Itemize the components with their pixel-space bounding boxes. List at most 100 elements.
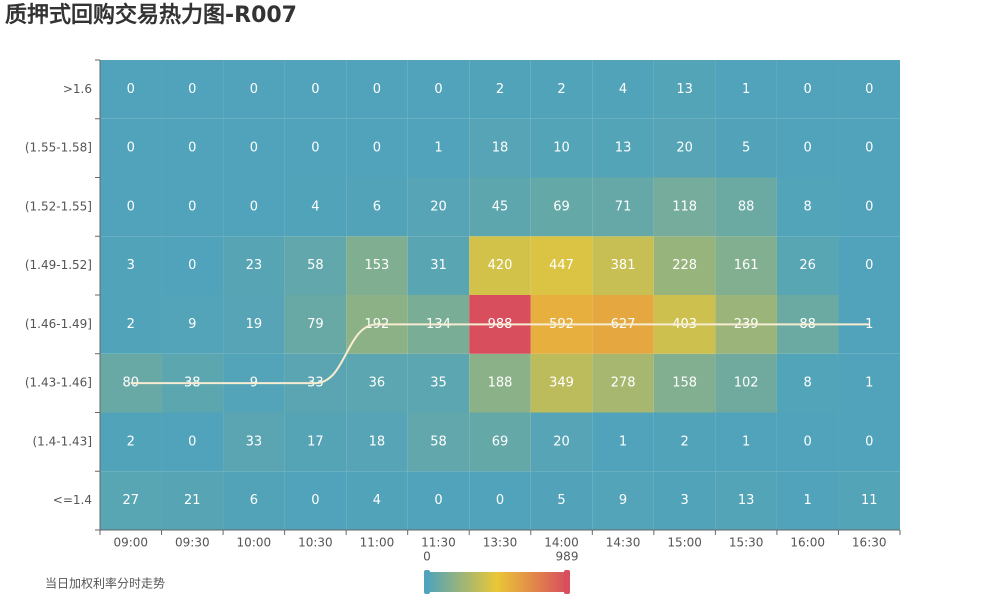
cell-label: 0	[188, 434, 196, 449]
y-tick-label: <=1.4	[53, 493, 92, 507]
heat-cell	[592, 353, 654, 413]
heat-cell	[100, 177, 162, 237]
x-tick-label: 10:30	[298, 536, 333, 550]
heat-cell	[592, 471, 654, 530]
heat-cell	[653, 236, 716, 295]
y-tick-label: (1.55-1.58]	[25, 141, 92, 155]
heat-cell	[592, 118, 654, 178]
heat-cell	[530, 118, 593, 178]
cell-label: 13	[676, 82, 693, 97]
cell-label: 79	[307, 317, 324, 332]
cell-label: 27	[122, 493, 139, 508]
cell-label: 31	[430, 258, 447, 273]
cell-label: 36	[369, 376, 386, 391]
cell-label: 0	[250, 199, 258, 214]
heat-cell	[530, 236, 593, 295]
y-tick-label: (1.43-1.46]	[25, 376, 92, 390]
visual-map-handle	[564, 570, 570, 594]
cell-label: 58	[430, 434, 447, 449]
cell-label: 278	[611, 376, 636, 391]
heat-cell	[284, 177, 347, 237]
heat-cell	[776, 412, 839, 472]
cell-label: 153	[365, 258, 390, 273]
heat-cell	[838, 353, 900, 413]
cell-label: 1	[742, 82, 750, 97]
x-tick-label: 16:00	[790, 536, 825, 550]
cell-label: 2	[557, 82, 565, 97]
cell-label: 4	[373, 493, 381, 508]
heat-cell	[407, 471, 470, 530]
visual-map-handle	[424, 570, 430, 594]
cell-label: 0	[250, 82, 258, 97]
heat-cell	[530, 177, 593, 237]
cell-label: 447	[549, 258, 574, 273]
cell-label: 118	[672, 199, 697, 214]
heat-cell	[346, 471, 408, 530]
heat-cell	[776, 353, 839, 413]
cell-label: 228	[672, 258, 697, 273]
heat-cell	[223, 295, 285, 354]
cell-label: 35	[430, 376, 447, 391]
y-tick-label: (1.46-1.49]	[25, 317, 92, 331]
cell-label: 20	[676, 141, 693, 156]
heat-cell	[223, 118, 285, 178]
cell-label: 69	[553, 199, 570, 214]
heat-cell	[161, 177, 224, 237]
cell-label: 1	[804, 493, 812, 508]
heat-cell	[592, 177, 654, 237]
cell-label: 0	[865, 199, 873, 214]
heat-cell	[776, 471, 839, 530]
heat-cell	[838, 118, 900, 178]
heat-cell	[530, 60, 593, 119]
cell-label: 2	[127, 317, 135, 332]
cell-label: 8	[804, 199, 812, 214]
cell-label: 420	[488, 258, 513, 273]
cell-label: 0	[434, 493, 442, 508]
x-tick-label: 13:30	[483, 536, 518, 550]
cell-label: 0	[311, 493, 319, 508]
heat-cell	[653, 412, 716, 472]
cell-label: 1	[619, 434, 627, 449]
heat-cell	[592, 412, 654, 472]
cell-label: 9	[188, 317, 196, 332]
cell-label: 21	[184, 493, 201, 508]
x-tick-label: 09:00	[113, 536, 148, 550]
heat-cell	[284, 471, 347, 530]
cell-label: 3	[127, 258, 135, 273]
heat-cell	[715, 412, 777, 472]
heat-cell	[715, 60, 777, 119]
y-tick-label: (1.52-1.55]	[25, 199, 92, 213]
x-tick-label: 14:30	[606, 536, 641, 550]
heat-cell	[161, 118, 224, 178]
cell-label: 19	[246, 317, 263, 332]
heat-cell	[346, 177, 408, 237]
heat-cell	[715, 236, 777, 295]
x-tick-label: 11:00	[360, 536, 395, 550]
heat-cell	[469, 236, 531, 295]
cell-label: 0	[804, 82, 812, 97]
cell-label: 58	[307, 258, 324, 273]
heat-cell	[469, 177, 531, 237]
heat-cell	[346, 412, 408, 472]
cell-label: 0	[865, 141, 873, 156]
heat-cell	[346, 60, 408, 119]
heat-cell	[530, 353, 593, 413]
heat-cell	[776, 118, 839, 178]
x-tick-label: 16:30	[852, 536, 887, 550]
chart-title: 质押式回购交易热力图-R007	[5, 2, 297, 28]
heat-cell	[346, 236, 408, 295]
heat-cell	[407, 412, 470, 472]
heat-cell	[284, 295, 347, 354]
cell-label: 0	[865, 258, 873, 273]
cell-label: 0	[434, 82, 442, 97]
heat-cell	[100, 412, 162, 472]
cell-label: 13	[615, 141, 632, 156]
cell-label: 1	[742, 434, 750, 449]
cell-label: 4	[619, 82, 627, 97]
y-tick-label: (1.4-1.43]	[33, 434, 93, 448]
heat-cell	[715, 177, 777, 237]
heat-cell	[469, 412, 531, 472]
cell-label: 33	[246, 434, 263, 449]
